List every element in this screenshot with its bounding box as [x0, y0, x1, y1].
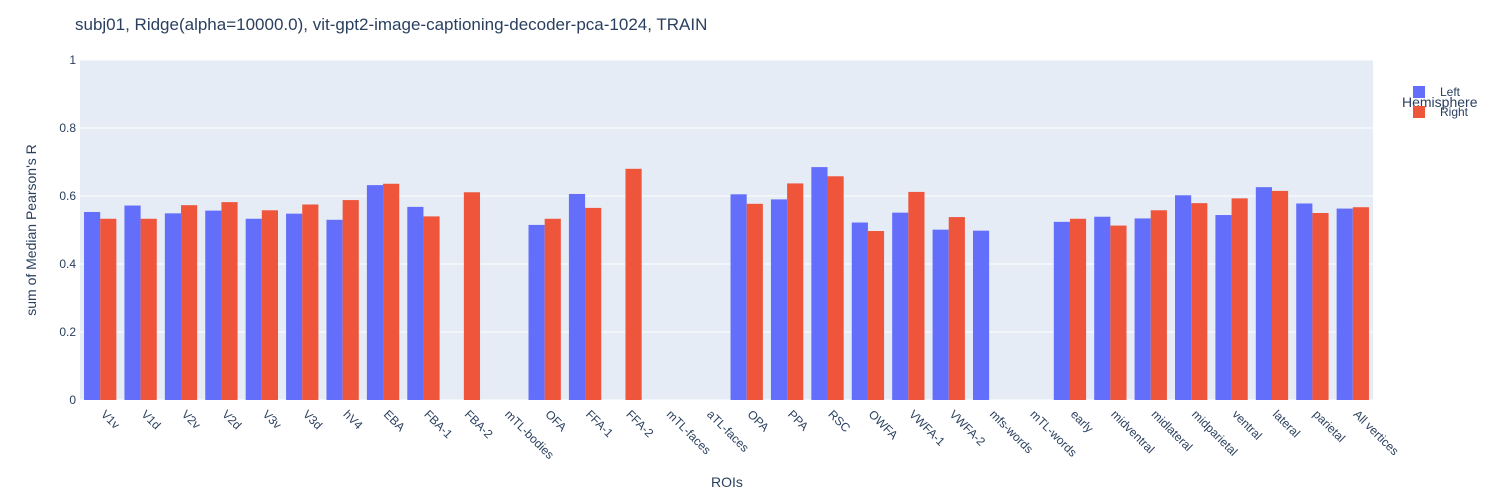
x-tick-label: PPA [785, 407, 811, 433]
y-axis-ticks: 0 0.2 0.4 0.6 0.8 1 [59, 53, 76, 407]
bar-left-OFA[interactable] [528, 224, 545, 400]
bar-right-FBA-2[interactable] [463, 192, 481, 400]
bar-left-EBA[interactable] [366, 185, 384, 400]
bar-right-midventral[interactable] [1110, 225, 1127, 400]
x-tick-label: early [1068, 407, 1096, 435]
bar-left-parietal[interactable] [1296, 203, 1313, 400]
bar-right-V3d[interactable] [302, 204, 319, 401]
legend-swatch-left[interactable] [1413, 86, 1425, 98]
bar-left-OPA[interactable] [730, 194, 747, 400]
x-axis-ticks: V1v V1d V2v V2d V3v V3d hV4 EBA FBA-1 FBA-2 mTL-bo… [98, 407, 1402, 462]
bar-right-FFA-2[interactable] [625, 168, 642, 400]
bar-right-ventral[interactable] [1231, 198, 1248, 400]
bar-right-FBA-1[interactable] [423, 216, 440, 400]
legend-swatch-right[interactable] [1413, 106, 1425, 118]
x-tick-label: FBA-1 [421, 407, 455, 441]
bar-right-RSC[interactable] [827, 176, 844, 400]
x-tick-label: VWFA-2 [947, 407, 989, 449]
x-tick-label: OWFA [866, 407, 901, 442]
bar-right-FFA-1[interactable] [585, 207, 602, 400]
bar-left-FFA-1[interactable] [568, 193, 586, 400]
y-tick-label: 1 [69, 53, 76, 67]
x-tick-label: V3d [300, 407, 325, 432]
bar-left-mfs-words[interactable] [972, 230, 990, 400]
bar-right-OWFA[interactable] [867, 231, 885, 400]
x-tick-label: OFA [543, 407, 570, 434]
bar-right-parietal[interactable] [1312, 213, 1329, 400]
y-tick-label: 0.2 [59, 325, 76, 339]
bar-left-VWFA-2[interactable] [932, 229, 949, 400]
bar-left-PPA[interactable] [770, 199, 788, 400]
y-tick-label: 0.6 [59, 189, 76, 203]
bar-left-V1d[interactable] [124, 205, 141, 400]
bar-left-lateral[interactable] [1255, 187, 1272, 400]
bar-left-ventral[interactable] [1215, 215, 1232, 400]
bar-left-early[interactable] [1053, 221, 1070, 400]
bar-left-V2v[interactable] [164, 213, 182, 400]
x-tick-label: FBA-2 [462, 407, 496, 441]
legend-label-left[interactable]: Left [1440, 85, 1461, 99]
chart-title: subj01, Ridge(alpha=10000.0), vit-gpt2-i… [75, 15, 707, 34]
bar-right-V2d[interactable] [221, 202, 238, 400]
bar-right-EBA[interactable] [383, 183, 400, 400]
x-tick-label: FFA-1 [583, 407, 616, 440]
y-tick-label: 0 [69, 393, 76, 407]
x-tick-label: V2v [179, 407, 204, 432]
bar-right-midparietal[interactable] [1191, 203, 1208, 400]
bar-left-midventral[interactable] [1094, 216, 1111, 400]
bar-left-midparietal[interactable] [1175, 195, 1192, 400]
y-tick-label: 0.4 [59, 257, 76, 271]
x-tick-label: All vertices [1351, 407, 1402, 458]
bars[interactable] [84, 167, 1369, 400]
bar-right-OPA[interactable] [746, 203, 763, 400]
x-tick-label: hV4 [341, 407, 366, 432]
bar-left-hV4[interactable] [326, 219, 343, 400]
x-tick-label: parietal [1310, 407, 1348, 445]
bar-right-V2v[interactable] [181, 205, 198, 400]
bar-right-V3v[interactable] [261, 210, 278, 400]
bar-left-VWFA-1[interactable] [892, 212, 909, 400]
legend-label-right[interactable]: Right [1440, 105, 1469, 119]
bar-left-midlateral[interactable] [1134, 218, 1151, 400]
x-tick-label: lateral [1270, 407, 1303, 440]
bar-right-lateral[interactable] [1271, 190, 1289, 400]
bar-left-FBA-1[interactable] [407, 206, 424, 400]
bar-left-V3v[interactable] [245, 218, 262, 400]
bar-left-V1v[interactable] [84, 211, 101, 400]
x-tick-label: V1d [138, 407, 163, 432]
y-tick-label: 0.8 [59, 121, 76, 135]
x-tick-label: V2d [219, 407, 244, 432]
bar-right-V1d[interactable] [140, 218, 157, 400]
bar-right-early[interactable] [1069, 218, 1087, 400]
bar-left-All vertices[interactable] [1336, 208, 1353, 400]
x-tick-label: ventral [1229, 407, 1264, 442]
bar-left-RSC[interactable] [811, 167, 828, 400]
x-tick-label: EBA [381, 407, 408, 434]
bar-right-V1v[interactable] [100, 218, 117, 400]
bar-left-OWFA[interactable] [851, 222, 868, 400]
bar-right-OFA[interactable] [544, 218, 561, 400]
x-tick-label: VWFA-1 [906, 407, 948, 449]
x-axis-title: ROIs [711, 474, 743, 490]
x-tick-label: FFA-2 [623, 407, 656, 440]
bar-right-All vertices[interactable] [1352, 207, 1369, 400]
x-tick-label: V3v [260, 407, 285, 432]
x-tick-label: V1v [98, 407, 123, 432]
x-tick-label: RSC [825, 407, 853, 435]
bar-left-V2d[interactable] [205, 210, 222, 400]
y-axis-title: sum of Median Pearson's R [23, 144, 39, 316]
bar-right-VWFA-2[interactable] [948, 217, 965, 400]
x-tick-label: OPA [745, 407, 772, 434]
bar-right-VWFA-1[interactable] [908, 191, 925, 400]
bar-right-PPA[interactable] [787, 183, 804, 400]
bar-right-hV4[interactable] [342, 200, 359, 400]
bar-right-midlateral[interactable] [1150, 210, 1167, 400]
bar-left-V3d[interactable] [286, 213, 303, 400]
